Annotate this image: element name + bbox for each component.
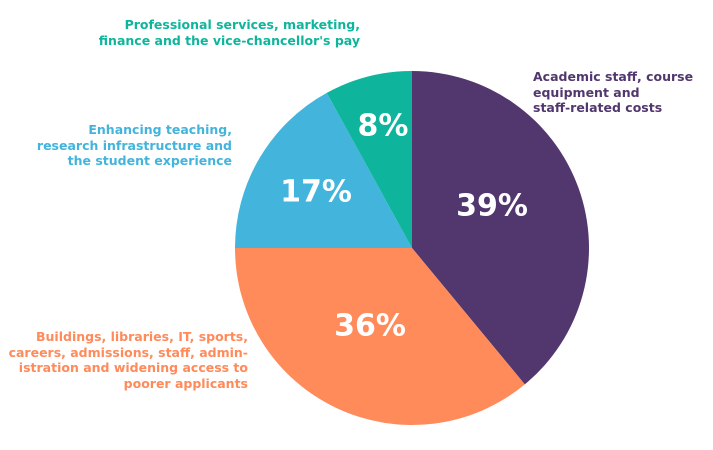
slice-label-line: the student experience	[67, 153, 232, 168]
slice-percent-orange: 36%	[334, 309, 406, 344]
slice-label-line: staff-related costs	[533, 100, 663, 115]
pie-slices	[235, 71, 589, 425]
slice-percent-blue: 17%	[280, 175, 352, 210]
slice-label-line: Buildings, libraries, IT, sports,	[36, 329, 248, 344]
slice-label-line: Academic staff, course	[533, 69, 694, 84]
slice-percent-teal: 8%	[358, 109, 409, 144]
slice-label-line: finance and the vice-chancellor's pay	[98, 32, 360, 48]
slice-label-line: equipment and	[533, 84, 640, 100]
slice-label-line: poorer applicants	[123, 375, 248, 391]
slice-percent-purple: 39%	[456, 189, 528, 224]
slice-label-teal: Professional services, marketing, finance…	[96, 17, 360, 48]
slice-label-line: Enhancing teaching,	[88, 122, 232, 137]
slice-label-line: careers, admissions, staff, admin-	[8, 344, 248, 360]
slice-label-line: istration and widening access to	[18, 360, 248, 375]
slice-label-line: Professional services, marketing,	[124, 17, 360, 32]
pie-slice-blue	[235, 92, 412, 248]
pie-slice-teal	[326, 71, 412, 248]
slice-label-purple: Academic staff, course equipment and staff…	[533, 69, 708, 116]
slice-label-line: research infrastructure and	[36, 137, 232, 153]
pie-slice-orange	[235, 248, 525, 425]
pie-percent-labels: 39% 36% 17%8%	[280, 109, 528, 344]
slice-label-blue: Enhancing teaching, research infrastructu…	[30, 122, 232, 169]
pie-slice-purple	[412, 71, 589, 385]
slice-label-orange: Buildings, libraries, IT, sports, careers…	[8, 329, 248, 391]
